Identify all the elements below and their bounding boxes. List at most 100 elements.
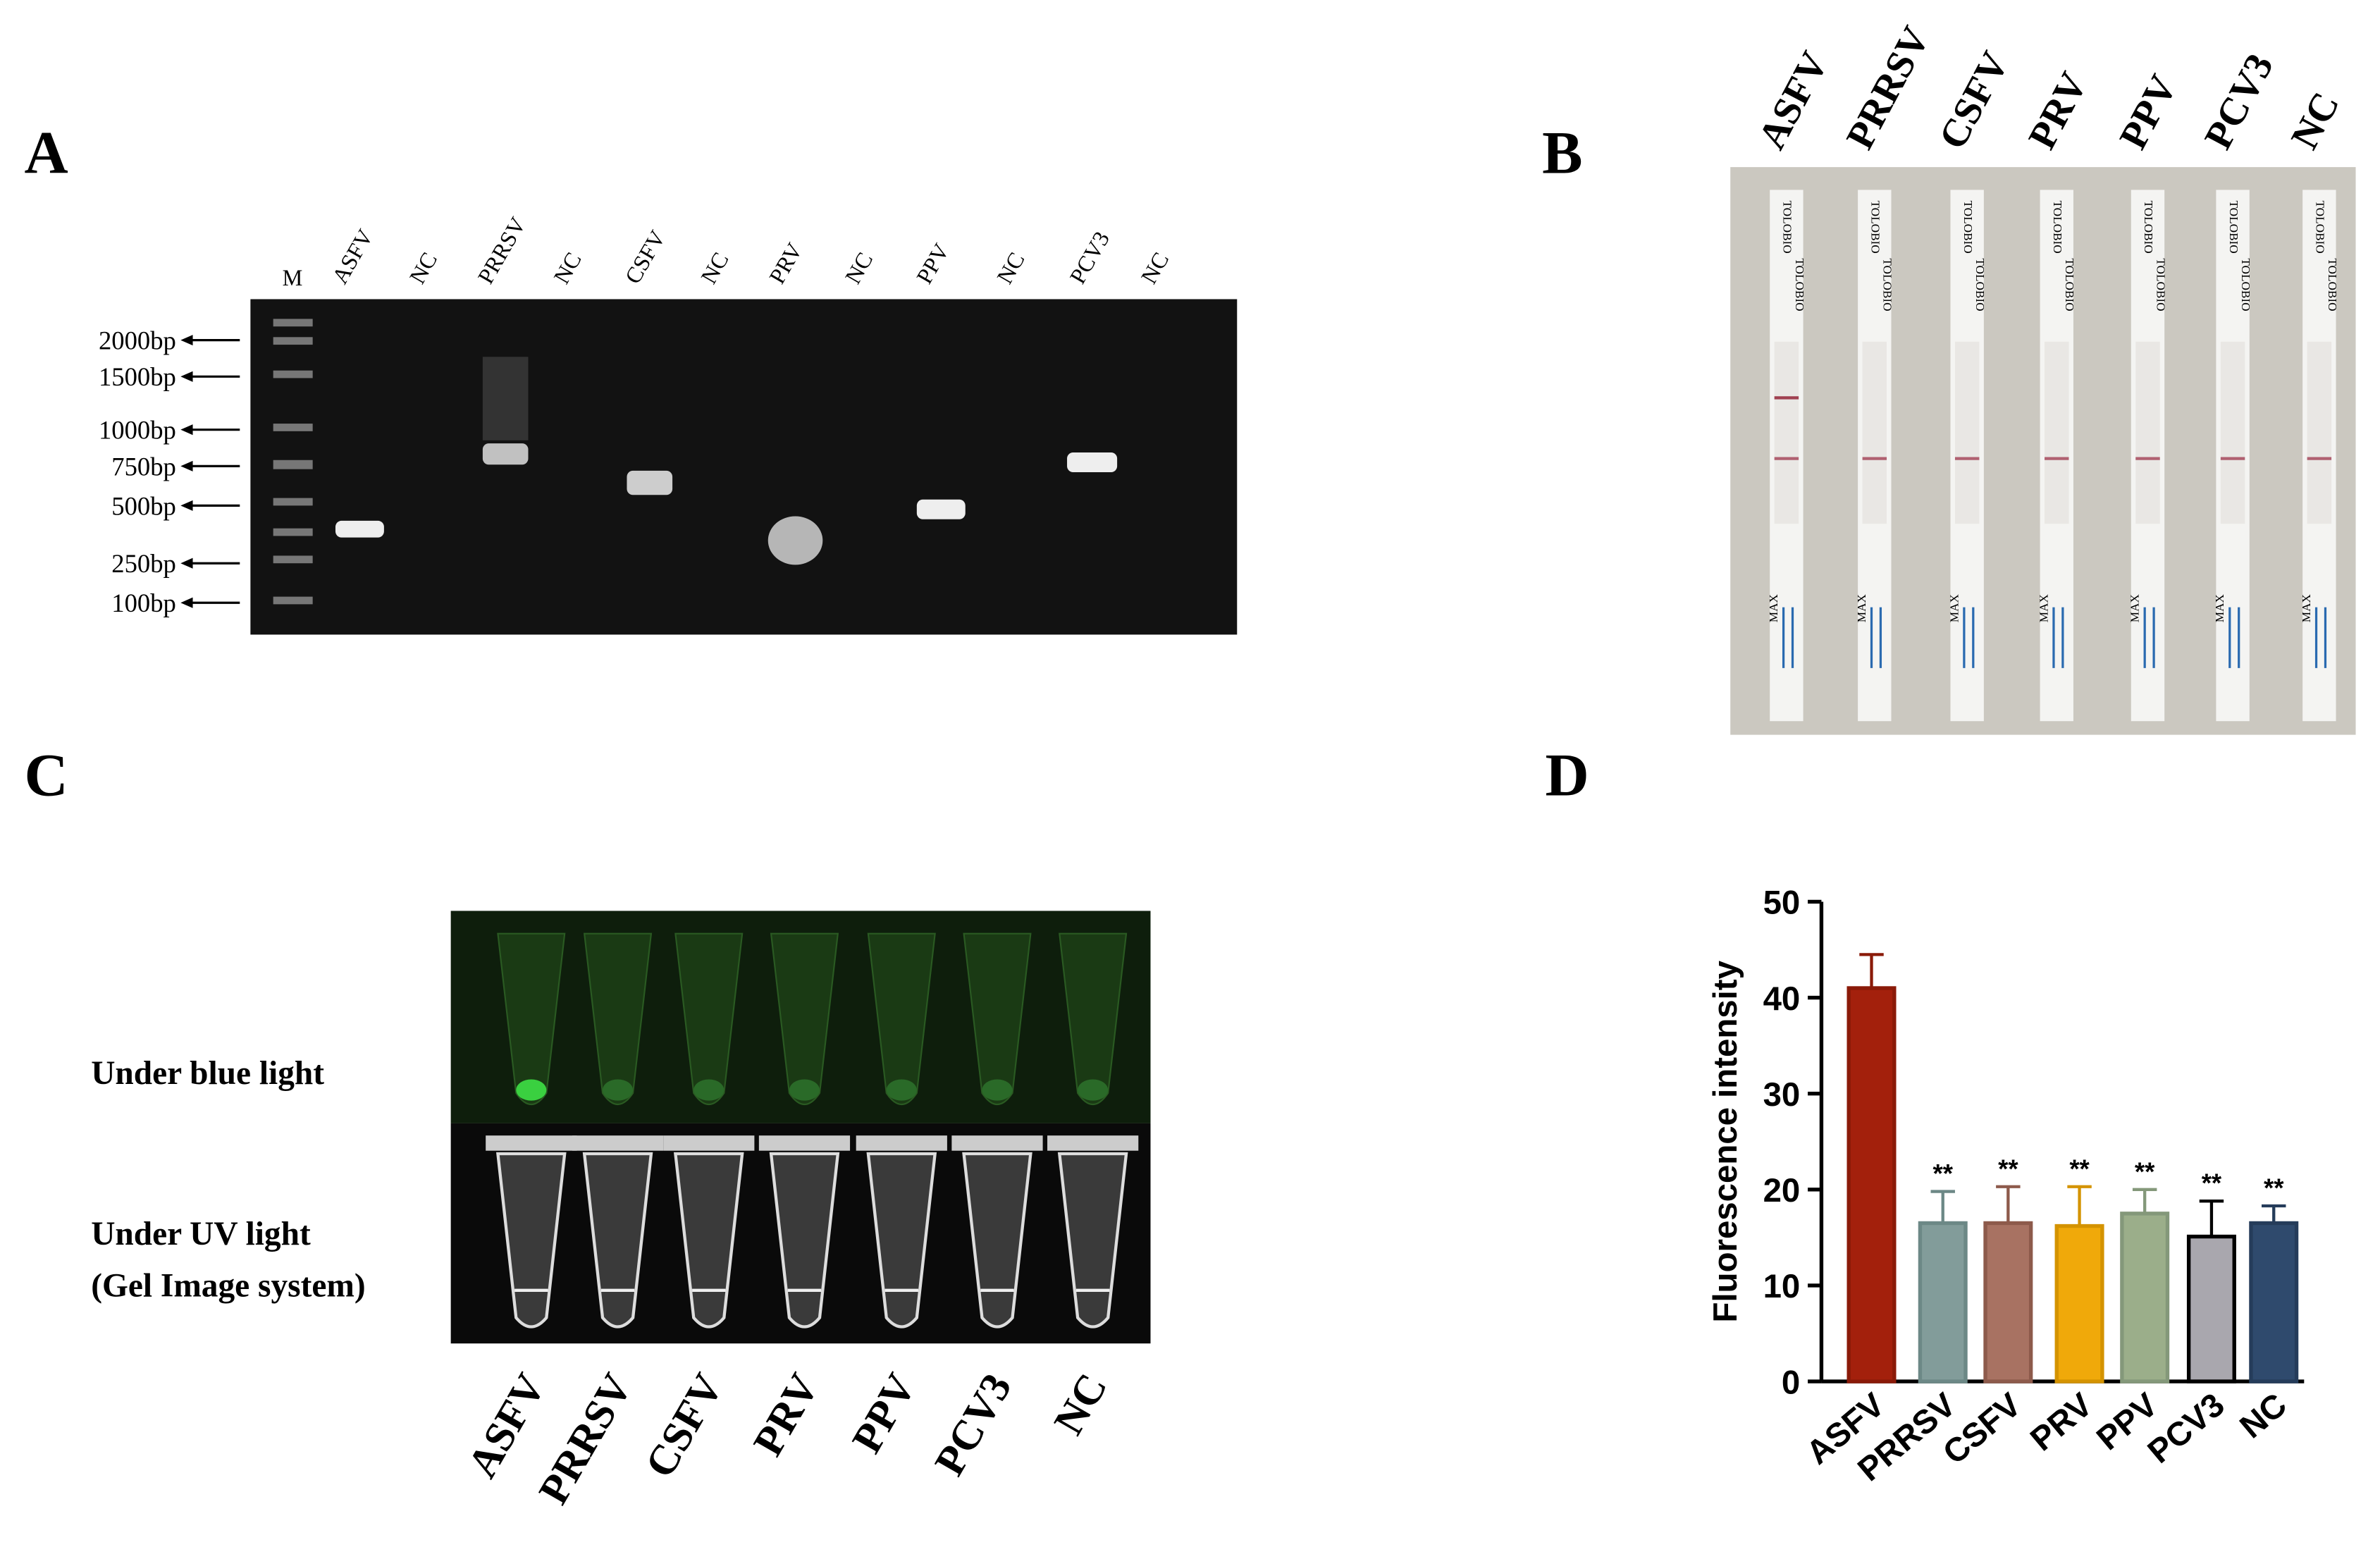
strip-window — [1954, 341, 1980, 524]
y-tick-label: 40 — [1763, 980, 1801, 1018]
strip-window — [2045, 341, 2069, 524]
strip-max: MAX — [2300, 593, 2313, 622]
significance: ** — [2135, 1157, 2155, 1186]
y-tick-label: 30 — [1763, 1076, 1801, 1114]
y-tick-label: 50 — [1763, 885, 1801, 922]
bar — [2120, 1212, 2170, 1383]
strip-brand: TOLOBIO — [1961, 200, 1975, 253]
bar — [1846, 986, 1897, 1383]
bar — [2186, 1234, 2236, 1383]
marker-label: 250bp — [111, 549, 176, 578]
marker-label: 500bp — [111, 491, 176, 520]
tube-blue — [770, 932, 839, 1105]
marker-arrowhead — [180, 557, 193, 569]
marker-label: 100bp — [111, 588, 176, 617]
strip-max: MAX — [1947, 593, 1961, 622]
tube-blue — [497, 932, 566, 1105]
significance: ** — [2264, 1173, 2284, 1202]
strip-brand: TOLOBIO — [1881, 258, 1894, 311]
row-label: Under blue light — [91, 1055, 324, 1092]
y-tick-label: 10 — [1763, 1268, 1801, 1305]
tube-glow — [886, 1079, 917, 1101]
panel-label: D — [1545, 741, 1589, 809]
strip-brand: TOLOBIO — [2314, 200, 2327, 253]
strip-window — [2135, 341, 2160, 524]
marker-arrowhead — [180, 371, 193, 382]
strip-window — [2307, 341, 2332, 524]
tube-uv — [769, 1152, 840, 1329]
panel-label: C — [24, 741, 68, 809]
marker-arrowhead — [180, 335, 193, 346]
strip-brand: TOLOBIO — [2154, 258, 2167, 311]
panel-label: B — [1542, 119, 1582, 187]
tube-cap — [486, 1135, 577, 1151]
significance: ** — [2202, 1169, 2222, 1197]
strip-brand: TOLOBIO — [2227, 200, 2240, 253]
significance: ** — [2069, 1154, 2090, 1183]
significance: ** — [1932, 1159, 1953, 1188]
significance: ** — [1998, 1154, 2018, 1183]
tube-uv — [866, 1152, 937, 1329]
tube-cap — [856, 1135, 947, 1151]
row-label: Under UV light — [91, 1216, 311, 1252]
strip-brand: TOLOBIO — [2051, 200, 2064, 253]
tube-glow — [603, 1079, 634, 1101]
marker-arrowhead — [180, 424, 193, 436]
tube-blue — [674, 932, 744, 1105]
strip-window — [2220, 341, 2245, 524]
tube-uv — [1057, 1152, 1128, 1329]
marker-label: 1500bp — [99, 362, 176, 391]
panel-label: A — [24, 119, 68, 187]
tube-cap — [951, 1135, 1043, 1151]
strip-window — [1862, 341, 1887, 524]
strip-brand: TOLOBIO — [1781, 200, 1794, 253]
strip-max: MAX — [2128, 593, 2142, 622]
bar — [2054, 1224, 2104, 1383]
lane-label: M — [283, 265, 303, 290]
tube-glow — [693, 1079, 725, 1101]
marker-arrowhead — [180, 597, 193, 608]
y-tick-label: 0 — [1782, 1364, 1800, 1401]
tube-cap — [1047, 1135, 1139, 1151]
strip-max: MAX — [2037, 593, 2050, 622]
tube-blue — [867, 932, 936, 1105]
tube-glow — [1078, 1079, 1109, 1101]
tube-blue — [963, 932, 1032, 1105]
y-tick-label: 20 — [1763, 1172, 1801, 1209]
marker-label: 2000bp — [99, 326, 176, 355]
bar — [2249, 1221, 2299, 1383]
strip-brand: TOLOBIO — [1793, 258, 1806, 311]
marker-label: 1000bp — [99, 416, 176, 445]
bar — [1983, 1221, 2033, 1383]
bar — [1918, 1221, 1968, 1383]
y-axis-label: Fluorescence intensity — [1707, 960, 1744, 1322]
row-label: (Gel Image system) — [91, 1267, 365, 1304]
tube-cap — [758, 1135, 851, 1151]
gel-image — [250, 299, 1238, 635]
tube-glow — [789, 1079, 820, 1101]
tube-uv — [496, 1152, 567, 1329]
tube-blue — [583, 932, 653, 1105]
strip-brand: TOLOBIO — [2326, 258, 2339, 311]
tube-uv — [962, 1152, 1032, 1329]
strip-max: MAX — [1767, 593, 1780, 622]
tube-blue — [1059, 932, 1128, 1105]
strip-brand: TOLOBIO — [2142, 200, 2155, 253]
tube-uv — [673, 1152, 744, 1329]
strip-brand: TOLOBIO — [2239, 258, 2252, 311]
marker-arrowhead — [180, 500, 193, 511]
marker-label: 750bp — [111, 452, 176, 481]
tube-cap — [572, 1135, 664, 1151]
tube-glow — [516, 1079, 547, 1101]
strip-max: MAX — [2213, 593, 2226, 622]
tube-glow — [982, 1079, 1013, 1101]
strip-brand: TOLOBIO — [1973, 258, 1987, 311]
marker-arrowhead — [180, 460, 193, 472]
strip-brand: TOLOBIO — [1869, 200, 1882, 253]
strip-window — [1774, 341, 1799, 524]
tube-cap — [663, 1135, 755, 1151]
tube-uv — [582, 1152, 653, 1329]
strip-max: MAX — [1855, 593, 1868, 622]
strip-brand: TOLOBIO — [2063, 258, 2076, 311]
